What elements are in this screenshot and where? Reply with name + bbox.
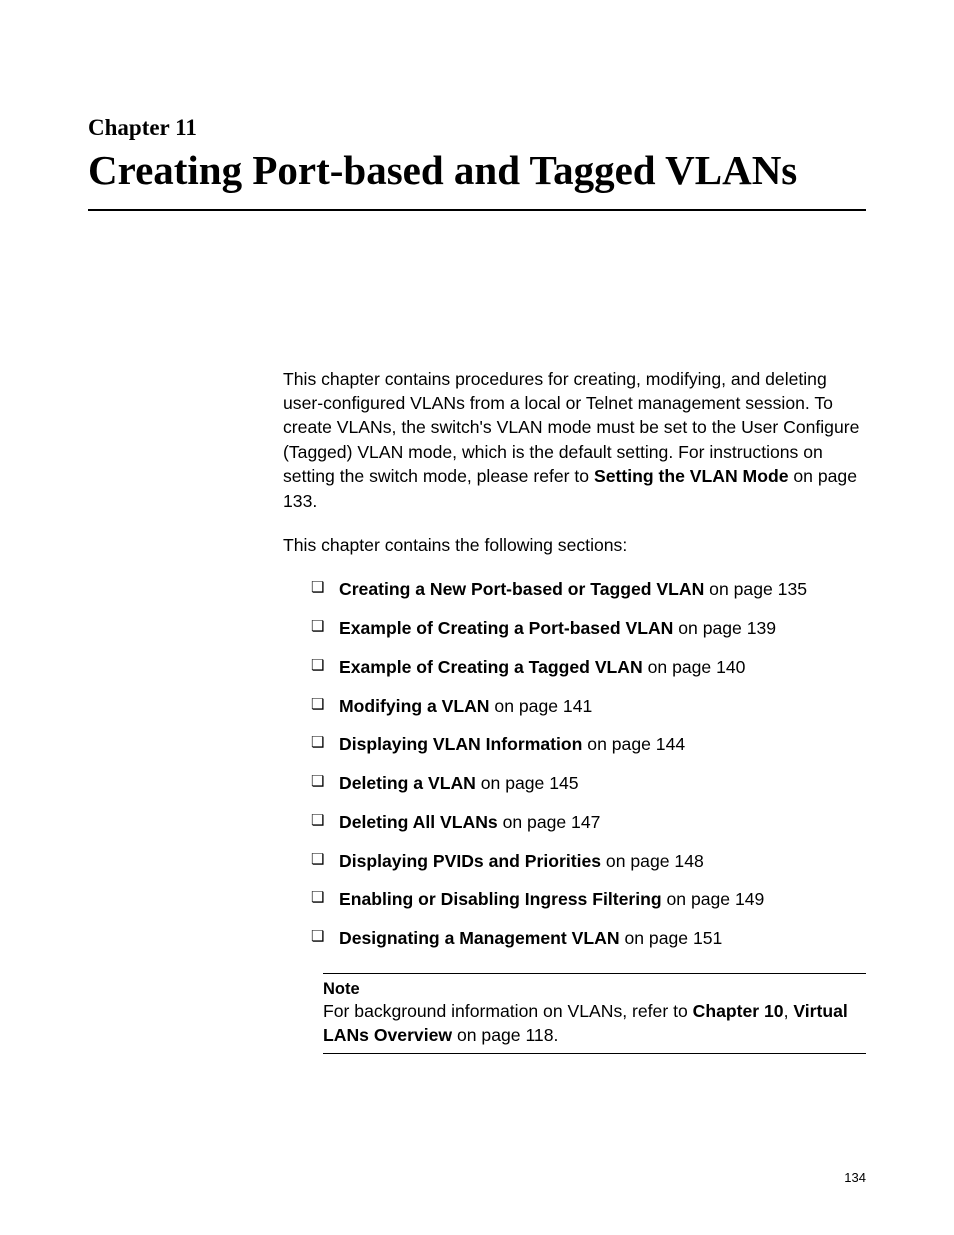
section-page-ref: on page 141 [490,696,593,716]
section-page-ref: on page 145 [476,773,579,793]
note-pre: For background information on VLANs, ref… [323,1001,693,1021]
section-item: Enabling or Disabling Ingress Filtering … [311,888,866,912]
section-title: Displaying VLAN Information [339,734,582,754]
section-item: Example of Creating a Port-based VLAN on… [311,617,866,641]
section-item: Modifying a VLAN on page 141 [311,695,866,719]
section-title: Displaying PVIDs and Priorities [339,851,601,871]
section-item: Deleting All VLANs on page 147 [311,811,866,835]
chapter-content: This chapter contains procedures for cre… [283,367,866,1055]
section-title: Enabling or Disabling Ingress Filtering [339,889,662,909]
note-label: Note [323,980,866,999]
chapter-label: Chapter 11 [88,115,866,141]
note-mid: , [784,1001,794,1021]
section-page-ref: on page 140 [643,657,746,677]
section-title: Deleting a VLAN [339,773,476,793]
section-title: Deleting All VLANs [339,812,498,832]
note-bold-chapter: Chapter 10 [693,1001,784,1021]
section-item: Designating a Management VLAN on page 15… [311,927,866,951]
section-title: Example of Creating a Tagged VLAN [339,657,643,677]
section-page-ref: on page 139 [673,618,776,638]
page-number: 134 [844,1170,866,1185]
sections-heading: This chapter contains the following sect… [283,535,866,556]
section-title: Designating a Management VLAN [339,928,620,948]
section-item: Displaying PVIDs and Priorities on page … [311,850,866,874]
section-title: Creating a New Port-based or Tagged VLAN [339,579,704,599]
sections-list: Creating a New Port-based or Tagged VLAN… [311,578,866,951]
section-item: Creating a New Port-based or Tagged VLAN… [311,578,866,602]
section-title: Example of Creating a Port-based VLAN [339,618,673,638]
note-text: For background information on VLANs, ref… [323,999,866,1048]
note-box: Note For background information on VLANs… [323,973,866,1055]
chapter-title: Creating Port-based and Tagged VLANs [88,147,866,211]
section-item: Deleting a VLAN on page 145 [311,772,866,796]
section-item: Example of Creating a Tagged VLAN on pag… [311,656,866,680]
section-page-ref: on page 135 [704,579,807,599]
section-page-ref: on page 147 [498,812,601,832]
intro-paragraph: This chapter contains procedures for cre… [283,367,866,514]
section-page-ref: on page 144 [582,734,685,754]
intro-xref-bold: Setting the VLAN Mode [594,466,789,486]
section-title: Modifying a VLAN [339,696,490,716]
section-page-ref: on page 149 [662,889,765,909]
section-page-ref: on page 148 [601,851,704,871]
section-item: Displaying VLAN Information on page 144 [311,733,866,757]
note-post: on page 118. [452,1025,558,1045]
section-page-ref: on page 151 [620,928,723,948]
